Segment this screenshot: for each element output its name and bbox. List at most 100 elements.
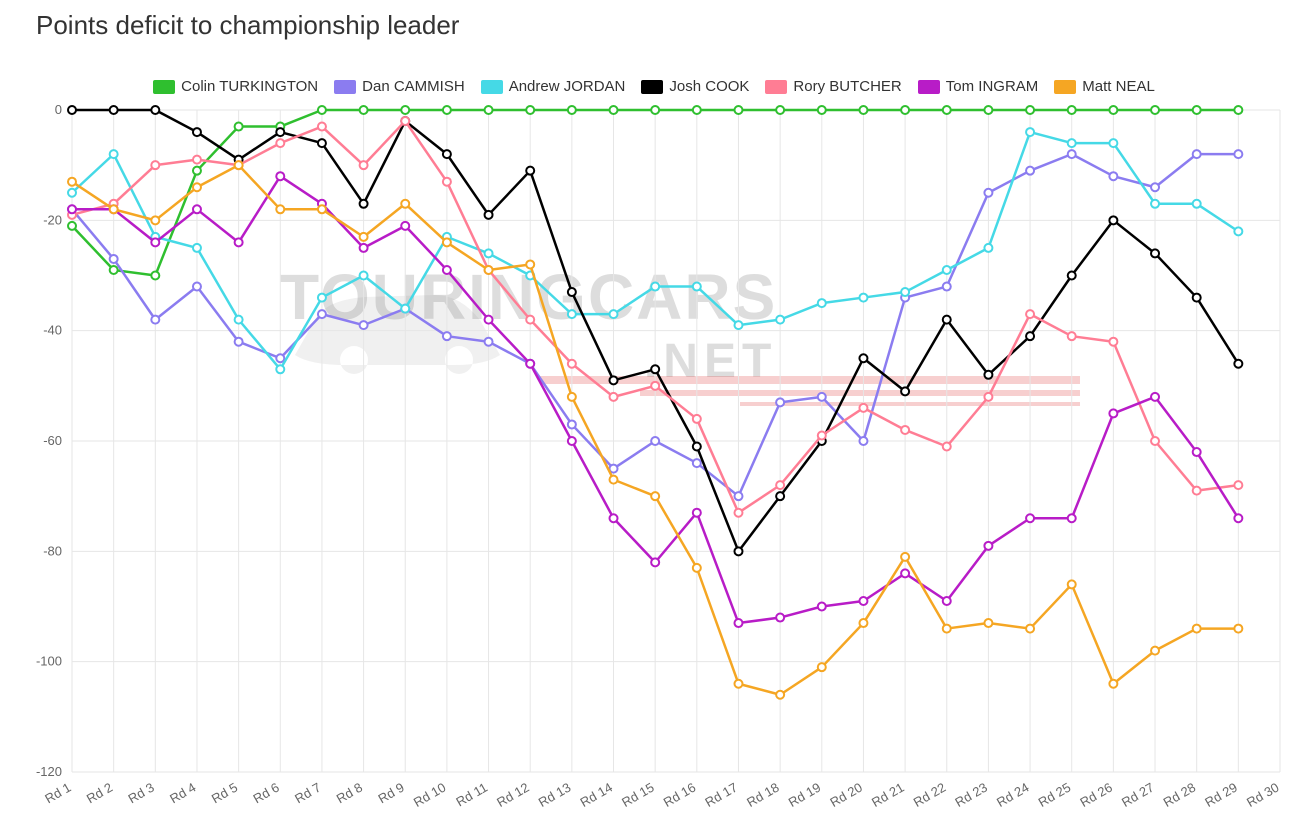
series-point[interactable] xyxy=(1234,625,1242,633)
series-point[interactable] xyxy=(1026,625,1034,633)
series-point[interactable] xyxy=(693,459,701,467)
series-point[interactable] xyxy=(859,106,867,114)
series-point[interactable] xyxy=(776,398,784,406)
series-point[interactable] xyxy=(318,294,326,302)
series-point[interactable] xyxy=(859,619,867,627)
series-point[interactable] xyxy=(1234,150,1242,158)
series-point[interactable] xyxy=(193,183,201,191)
series-point[interactable] xyxy=(1234,106,1242,114)
series-point[interactable] xyxy=(734,509,742,517)
series-point[interactable] xyxy=(568,420,576,428)
series-point[interactable] xyxy=(651,106,659,114)
series-point[interactable] xyxy=(526,106,534,114)
series-point[interactable] xyxy=(276,139,284,147)
series-point[interactable] xyxy=(1109,338,1117,346)
series-point[interactable] xyxy=(485,316,493,324)
series-point[interactable] xyxy=(360,161,368,169)
series-point[interactable] xyxy=(610,106,618,114)
series-point[interactable] xyxy=(943,443,951,451)
series-point[interactable] xyxy=(610,476,618,484)
series-point[interactable] xyxy=(651,558,659,566)
series-point[interactable] xyxy=(818,431,826,439)
series-point[interactable] xyxy=(943,283,951,291)
series-point[interactable] xyxy=(193,205,201,213)
series-point[interactable] xyxy=(1151,393,1159,401)
series-point[interactable] xyxy=(568,437,576,445)
series-point[interactable] xyxy=(443,150,451,158)
series-point[interactable] xyxy=(568,393,576,401)
series-point[interactable] xyxy=(151,272,159,280)
series-point[interactable] xyxy=(485,338,493,346)
series-point[interactable] xyxy=(818,663,826,671)
series-point[interactable] xyxy=(818,106,826,114)
series-point[interactable] xyxy=(193,244,201,252)
series-point[interactable] xyxy=(610,514,618,522)
series-point[interactable] xyxy=(1109,106,1117,114)
series-point[interactable] xyxy=(276,172,284,180)
series-point[interactable] xyxy=(943,625,951,633)
series-point[interactable] xyxy=(318,123,326,131)
series-point[interactable] xyxy=(651,492,659,500)
series-point[interactable] xyxy=(943,266,951,274)
series-point[interactable] xyxy=(693,509,701,517)
series-point[interactable] xyxy=(818,299,826,307)
series-point[interactable] xyxy=(1151,437,1159,445)
series-point[interactable] xyxy=(651,283,659,291)
series-point[interactable] xyxy=(276,354,284,362)
series-point[interactable] xyxy=(360,244,368,252)
series-point[interactable] xyxy=(68,205,76,213)
series-point[interactable] xyxy=(1109,409,1117,417)
series-point[interactable] xyxy=(859,437,867,445)
series-point[interactable] xyxy=(1026,514,1034,522)
series-point[interactable] xyxy=(1193,448,1201,456)
series-point[interactable] xyxy=(1068,332,1076,340)
series-point[interactable] xyxy=(859,354,867,362)
series-point[interactable] xyxy=(610,376,618,384)
series-point[interactable] xyxy=(568,106,576,114)
series-point[interactable] xyxy=(1026,332,1034,340)
series-point[interactable] xyxy=(734,321,742,329)
series-point[interactable] xyxy=(110,266,118,274)
series-point[interactable] xyxy=(151,316,159,324)
series-point[interactable] xyxy=(485,249,493,257)
series-point[interactable] xyxy=(68,222,76,230)
series-point[interactable] xyxy=(734,619,742,627)
series-point[interactable] xyxy=(1026,106,1034,114)
series-point[interactable] xyxy=(526,167,534,175)
series-point[interactable] xyxy=(776,614,784,622)
series-point[interactable] xyxy=(776,106,784,114)
series-point[interactable] xyxy=(776,691,784,699)
series-point[interactable] xyxy=(1151,183,1159,191)
series-point[interactable] xyxy=(1234,360,1242,368)
series-point[interactable] xyxy=(693,443,701,451)
series-point[interactable] xyxy=(1068,106,1076,114)
series-point[interactable] xyxy=(693,564,701,572)
series-point[interactable] xyxy=(401,106,409,114)
series-point[interactable] xyxy=(443,266,451,274)
series-point[interactable] xyxy=(1151,249,1159,257)
series-point[interactable] xyxy=(984,189,992,197)
series-point[interactable] xyxy=(526,260,534,268)
series-point[interactable] xyxy=(693,106,701,114)
series-point[interactable] xyxy=(776,492,784,500)
series-point[interactable] xyxy=(235,123,243,131)
series-point[interactable] xyxy=(110,106,118,114)
series-point[interactable] xyxy=(901,387,909,395)
series-point[interactable] xyxy=(651,382,659,390)
series-point[interactable] xyxy=(818,393,826,401)
series-point[interactable] xyxy=(235,161,243,169)
series-point[interactable] xyxy=(151,238,159,246)
series-point[interactable] xyxy=(235,238,243,246)
series-point[interactable] xyxy=(568,360,576,368)
series-point[interactable] xyxy=(1068,514,1076,522)
series-point[interactable] xyxy=(943,316,951,324)
series-point[interactable] xyxy=(984,619,992,627)
series-point[interactable] xyxy=(526,360,534,368)
series-point[interactable] xyxy=(1026,310,1034,318)
series-point[interactable] xyxy=(610,393,618,401)
series-point[interactable] xyxy=(360,200,368,208)
series-point[interactable] xyxy=(401,117,409,125)
series-point[interactable] xyxy=(401,305,409,313)
series-point[interactable] xyxy=(651,365,659,373)
series-point[interactable] xyxy=(485,211,493,219)
